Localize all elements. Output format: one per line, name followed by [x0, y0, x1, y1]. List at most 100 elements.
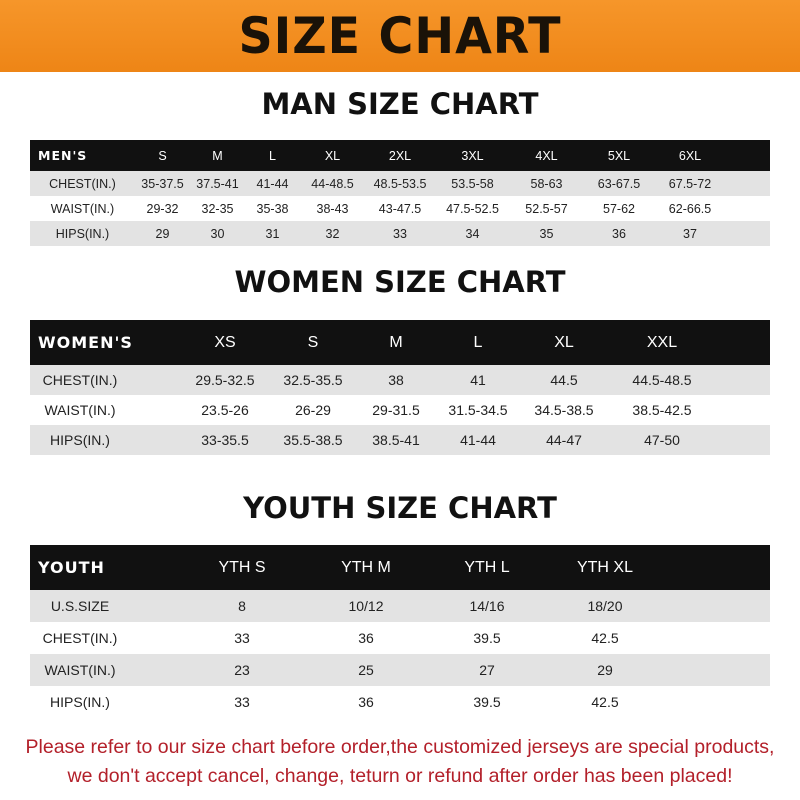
size-header: 4XL	[510, 140, 583, 171]
table-cell: 42.5	[546, 686, 664, 718]
table-cell: 35	[510, 221, 583, 246]
table-cell: 44.5	[520, 365, 608, 395]
table-cell: 38.5-42.5	[608, 395, 716, 425]
banner: SIZE CHART	[0, 0, 800, 72]
table-cell: 33	[180, 686, 304, 718]
table-title-cell: YOUTH	[30, 545, 180, 590]
table-row: WAIST(IN.) 23 25 27 29	[30, 654, 770, 686]
table-cell: 33-35.5	[180, 425, 270, 455]
row-label: HIPS(IN.)	[30, 425, 180, 455]
table-cell: 39.5	[428, 686, 546, 718]
table-cell: 53.5-58	[435, 171, 510, 196]
empty-cell	[716, 320, 770, 365]
table-cell: 30	[190, 221, 245, 246]
table-cell: 32	[300, 221, 365, 246]
table-cell: 36	[304, 686, 428, 718]
table-cell: 26-29	[270, 395, 356, 425]
empty-cell	[664, 622, 770, 654]
table-cell: 33	[365, 221, 435, 246]
table-cell: 38-43	[300, 196, 365, 221]
table-cell: 29	[546, 654, 664, 686]
table-cell: 29-32	[135, 196, 190, 221]
empty-cell	[725, 140, 770, 171]
order-notice: Please refer to our size chart before or…	[0, 733, 800, 791]
size-header: 6XL	[655, 140, 725, 171]
size-header: YTH L	[428, 545, 546, 590]
table-row: WAIST(IN.) 29-32 32-35 35-38 38-43 43-47.5 47.…	[30, 196, 770, 221]
table-cell: 67.5-72	[655, 171, 725, 196]
men-section-title: MAN SIZE CHART	[261, 87, 539, 121]
table-cell: 18/20	[546, 590, 664, 622]
table-cell: 36	[583, 221, 655, 246]
table-cell: 37	[655, 221, 725, 246]
row-label: CHEST(IN.)	[30, 622, 180, 654]
size-header: XXL	[608, 320, 716, 365]
table-cell: 41-44	[436, 425, 520, 455]
table-row: WAIST(IN.) 23.5-26 26-29 29-31.5 31.5-34.5 34…	[30, 395, 770, 425]
table-cell: 42.5	[546, 622, 664, 654]
table-cell: 10/12	[304, 590, 428, 622]
table-cell: 57-62	[583, 196, 655, 221]
table-cell: 44-47	[520, 425, 608, 455]
women-header-row: WOMEN'S XS S M L XL XXL	[30, 320, 770, 365]
table-cell: 63-67.5	[583, 171, 655, 196]
table-cell: 58-63	[510, 171, 583, 196]
table-cell: 41	[436, 365, 520, 395]
empty-cell	[716, 395, 770, 425]
table-cell: 23.5-26	[180, 395, 270, 425]
empty-cell	[664, 686, 770, 718]
table-cell: 36	[304, 622, 428, 654]
size-header: YTH XL	[546, 545, 664, 590]
table-cell: 39.5	[428, 622, 546, 654]
table-row: CHEST(IN.) 29.5-32.5 32.5-35.5 38 41 44.5 44.5…	[30, 365, 770, 395]
men-header-row: MEN'S S M L XL 2XL 3XL 4XL 5XL 6XL	[30, 140, 770, 171]
table-row: CHEST(IN.) 35-37.5 37.5-41 41-44 44-48.5 48.5…	[30, 171, 770, 196]
table-cell: 31	[245, 221, 300, 246]
row-label: CHEST(IN.)	[30, 365, 180, 395]
size-header: S	[270, 320, 356, 365]
table-row: HIPS(IN.) 33 36 39.5 42.5	[30, 686, 770, 718]
table-row: HIPS(IN.) 33-35.5 35.5-38.5 38.5-41 41-44 44-…	[30, 425, 770, 455]
size-header: XL	[300, 140, 365, 171]
banner-title: SIZE CHART	[238, 7, 562, 65]
row-label: CHEST(IN.)	[30, 171, 135, 196]
table-cell: 35-38	[245, 196, 300, 221]
table-cell: 29	[135, 221, 190, 246]
table-cell: 47.5-52.5	[435, 196, 510, 221]
size-header: M	[190, 140, 245, 171]
empty-cell	[716, 425, 770, 455]
empty-cell	[664, 590, 770, 622]
table-cell: 23	[180, 654, 304, 686]
youth-header-row: YOUTH YTH S YTH M YTH L YTH XL	[30, 545, 770, 590]
empty-cell	[725, 171, 770, 196]
table-cell: 38.5-41	[356, 425, 436, 455]
table-cell: 44-48.5	[300, 171, 365, 196]
men-size-table: MEN'S S M L XL 2XL 3XL 4XL 5XL 6XL CHEST(IN.) 35-37…	[30, 140, 770, 246]
size-header: 3XL	[435, 140, 510, 171]
empty-cell	[664, 654, 770, 686]
empty-cell	[725, 221, 770, 246]
size-header: YTH M	[304, 545, 428, 590]
youth-section-title: YOUTH SIZE CHART	[243, 491, 557, 525]
table-cell: 31.5-34.5	[436, 395, 520, 425]
table-cell: 25	[304, 654, 428, 686]
row-label: U.S.SIZE	[30, 590, 180, 622]
row-label: HIPS(IN.)	[30, 221, 135, 246]
table-cell: 38	[356, 365, 436, 395]
row-label: WAIST(IN.)	[30, 196, 135, 221]
table-row: CHEST(IN.) 33 36 39.5 42.5	[30, 622, 770, 654]
size-header: XL	[520, 320, 608, 365]
empty-cell	[716, 365, 770, 395]
table-cell: 27	[428, 654, 546, 686]
table-cell: 32.5-35.5	[270, 365, 356, 395]
women-size-table: WOMEN'S XS S M L XL XXL CHEST(IN.) 29.5-32.5 32.5…	[30, 320, 770, 455]
size-header: YTH S	[180, 545, 304, 590]
table-cell: 32-35	[190, 196, 245, 221]
empty-cell	[725, 196, 770, 221]
table-cell: 35-37.5	[135, 171, 190, 196]
table-cell: 14/16	[428, 590, 546, 622]
table-cell: 62-66.5	[655, 196, 725, 221]
table-cell: 43-47.5	[365, 196, 435, 221]
table-title-cell: MEN'S	[30, 140, 135, 171]
table-cell: 33	[180, 622, 304, 654]
